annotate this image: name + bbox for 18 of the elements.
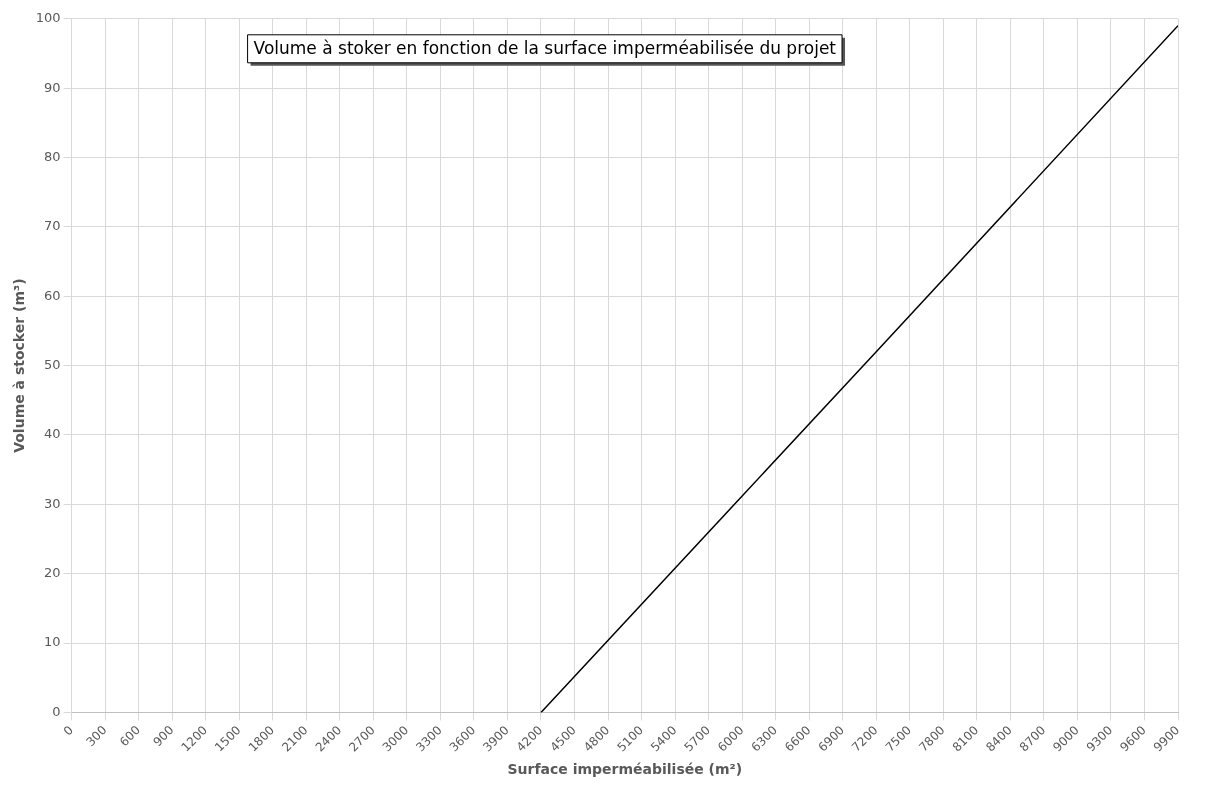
y-tick-label: 40 [44, 426, 61, 442]
y-axis-title: Volume à stocker (m³) [11, 278, 28, 453]
y-tick-label: 80 [44, 148, 61, 164]
y-tick-label: 0 [52, 703, 61, 719]
x-tick-label: 0 [60, 722, 76, 739]
y-tick-label: 100 [35, 10, 61, 26]
x-axis-title: Surface imperméabilisée (m²) [507, 761, 743, 778]
x-tick-label: 600 [116, 722, 143, 750]
x-tick-label: 900 [150, 722, 177, 750]
y-tick-label: 60 [44, 287, 61, 303]
x-tick-label: 300 [83, 722, 110, 750]
y-tick-label: 70 [44, 218, 61, 234]
y-tick-label: 10 [44, 634, 61, 650]
text: Volume à stoker en fonction de la surface imperméabilisée du projet [253, 38, 837, 59]
y-tick-label: 30 [44, 495, 61, 511]
y-tick-label: 20 [44, 565, 61, 581]
y-tick-label: 90 [44, 79, 61, 95]
y-tick-label: 50 [44, 356, 61, 372]
